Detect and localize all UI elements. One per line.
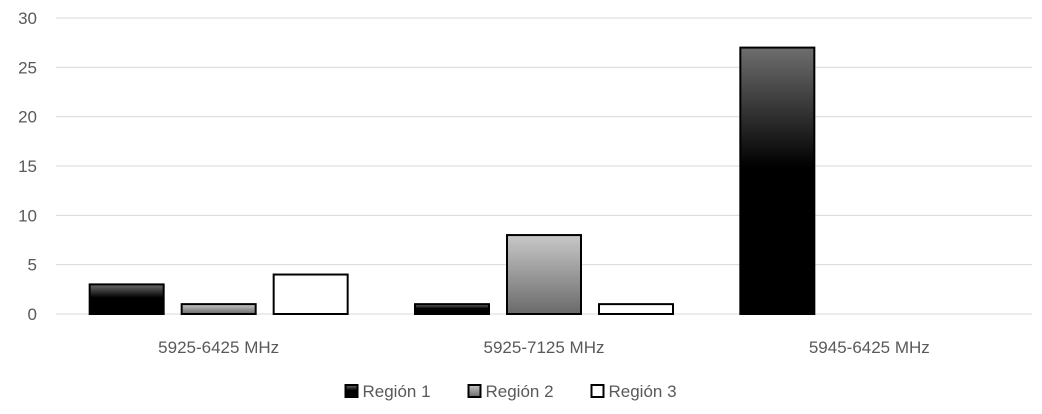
bar (414, 303, 490, 315)
legend-swatch (590, 384, 605, 398)
legend: Región 1 Región 2 Región 3 (344, 382, 677, 401)
legend-label: Región 3 (609, 382, 677, 401)
bar (180, 303, 257, 315)
y-tick-label: 5 (28, 256, 37, 275)
x-tick-label: 5925-6425 MHz (158, 338, 279, 357)
x-axis-categories: 5925-6425 MHz 5925-7125 MHz 5945-6425 MHz (158, 338, 930, 357)
x-tick-label: 5925-7125 MHz (484, 338, 605, 357)
y-tick-label: 30 (18, 9, 37, 28)
x-tick-label: 5945-6425 MHz (809, 338, 930, 357)
bar (88, 283, 165, 315)
y-tick-label: 0 (28, 305, 37, 324)
legend-label: Región 2 (486, 382, 554, 401)
bar (739, 46, 816, 315)
y-tick-label: 20 (18, 108, 37, 127)
legend-swatch (344, 384, 359, 398)
y-tick-label: 15 (18, 157, 37, 176)
legend-item: Región 2 (467, 382, 554, 401)
y-tick-label: 10 (18, 206, 37, 225)
bars (88, 46, 816, 315)
legend-swatch (467, 384, 482, 398)
bar (506, 234, 582, 315)
legend-label: Región 1 (363, 382, 431, 401)
gridlines (56, 17, 1032, 315)
y-axis-ticks: 0 5 10 15 20 25 30 (18, 9, 37, 324)
bar (272, 273, 349, 315)
y-tick-label: 25 (18, 58, 37, 77)
legend-item: Región 1 (344, 382, 431, 401)
legend-item: Región 3 (590, 382, 677, 401)
bar (598, 303, 674, 315)
